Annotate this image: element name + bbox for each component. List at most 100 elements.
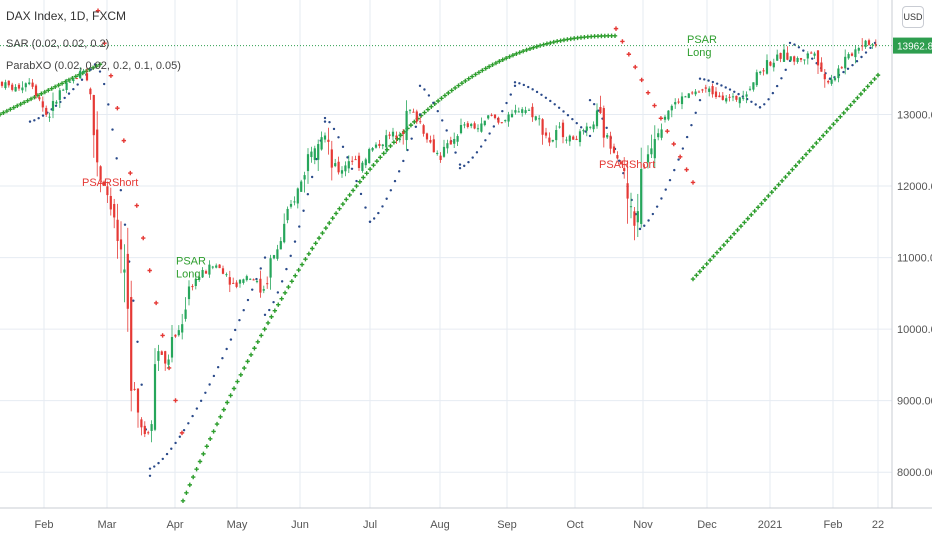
candle-body bbox=[674, 102, 677, 105]
sar-dot bbox=[436, 109, 439, 113]
parabxo-cross bbox=[84, 69, 89, 74]
x-tick-label: Apr bbox=[166, 519, 183, 531]
parabxo-cross bbox=[56, 82, 61, 88]
sar-dot bbox=[643, 224, 646, 227]
parabxo-cross bbox=[500, 57, 505, 62]
parabxo-cross bbox=[412, 119, 417, 125]
candle-body bbox=[408, 109, 412, 111]
sar-dot bbox=[737, 92, 740, 96]
candle-body bbox=[687, 93, 690, 98]
parabxo-cross bbox=[797, 159, 802, 165]
candle-body bbox=[147, 432, 150, 434]
parabxo-cross bbox=[514, 51, 519, 57]
candle-body bbox=[232, 282, 235, 284]
candle-body bbox=[150, 424, 153, 431]
parabxo-cross bbox=[639, 77, 644, 83]
candle-body bbox=[293, 201, 296, 203]
parabxo-cross bbox=[517, 50, 522, 55]
candle-body bbox=[871, 44, 874, 46]
candle-body bbox=[548, 137, 551, 143]
candle-body bbox=[524, 110, 527, 113]
sar-dot bbox=[441, 119, 444, 122]
parabxo-cross bbox=[310, 246, 315, 251]
candle-body bbox=[340, 170, 344, 174]
parabxo-cross bbox=[128, 170, 133, 176]
currency-button[interactable]: USD bbox=[902, 6, 924, 28]
sar-dot bbox=[698, 98, 702, 102]
parabxo-cross bbox=[221, 407, 227, 412]
parabxo-cross bbox=[452, 85, 458, 91]
candle-body bbox=[456, 136, 459, 142]
candle-body bbox=[181, 324, 184, 333]
legend-sar[interactable]: SAR (0.02, 0.02, 0.2) bbox=[6, 38, 109, 50]
parabxo-cross bbox=[242, 365, 247, 371]
parabxo-cross bbox=[361, 175, 366, 180]
candle-body bbox=[28, 82, 31, 85]
parabxo-cross bbox=[831, 122, 836, 127]
candle-body bbox=[191, 286, 194, 288]
parabxo-cross bbox=[218, 414, 223, 420]
candle-body bbox=[799, 58, 803, 60]
candle-body bbox=[589, 126, 592, 128]
sar-dot bbox=[372, 217, 376, 220]
parabxo-cross bbox=[134, 203, 139, 208]
parabxo-cross bbox=[166, 365, 172, 371]
parabxo-cross bbox=[520, 48, 526, 54]
candle-body bbox=[218, 264, 221, 269]
candle-body bbox=[565, 139, 568, 141]
parabxo-cross bbox=[658, 116, 664, 121]
parabxo-cross bbox=[52, 84, 58, 90]
time-axis[interactable]: Feb Mar Apr May Jun Jul Aug Sep Oct Nov Dec 2021 Feb… bbox=[0, 507, 932, 550]
sar-dot bbox=[685, 135, 689, 139]
sar-dot bbox=[165, 452, 169, 456]
sar-dot bbox=[161, 457, 164, 461]
price-axis[interactable]: 8000.00 9000.00 10000.00 11000.00 12000.00 13… bbox=[891, 0, 932, 508]
sar-dot bbox=[41, 114, 45, 117]
sar-dot bbox=[393, 179, 397, 183]
parabxo-cross bbox=[714, 250, 720, 255]
candle-body bbox=[616, 155, 619, 159]
candle-body bbox=[864, 40, 867, 48]
sar-dot bbox=[535, 90, 539, 94]
sar-dot bbox=[119, 189, 123, 192]
parabxo-cross bbox=[255, 339, 261, 345]
sar-dot bbox=[605, 126, 608, 130]
legend-parabxo[interactable]: ParabXO (0.02, 0.02, 0.2, 0.1, 0.05) bbox=[6, 60, 181, 72]
candle-body bbox=[731, 96, 735, 98]
annotation-label: PSARShort bbox=[599, 159, 655, 171]
parabxo-cross bbox=[8, 107, 13, 112]
parabxo-cross bbox=[728, 235, 733, 240]
candle-body bbox=[582, 130, 585, 132]
sar-dot bbox=[522, 83, 526, 87]
sar-dot bbox=[562, 110, 565, 113]
candle-body bbox=[449, 140, 452, 145]
candle-body bbox=[79, 70, 82, 79]
candle-body bbox=[606, 135, 609, 138]
candle-body bbox=[177, 330, 180, 336]
candle-body bbox=[517, 111, 520, 113]
sar-dot bbox=[285, 267, 288, 271]
candle-body bbox=[823, 73, 826, 80]
sar-dot bbox=[471, 156, 474, 159]
candle-body bbox=[592, 124, 595, 130]
candle-body bbox=[657, 133, 660, 138]
candle-body bbox=[385, 135, 388, 148]
sar-dot bbox=[505, 101, 508, 105]
y-tick-label: 11000.00 bbox=[897, 253, 932, 265]
sar-dot bbox=[509, 93, 512, 96]
candle-body bbox=[765, 60, 769, 74]
candle-body bbox=[833, 78, 837, 81]
sar-dot bbox=[37, 117, 40, 120]
x-tick-label: May bbox=[227, 519, 248, 531]
sar-dot bbox=[694, 111, 697, 115]
candle-body bbox=[640, 168, 643, 224]
x-tick-label: Feb bbox=[824, 519, 843, 531]
candle-body bbox=[266, 283, 269, 285]
parabxo-cross bbox=[707, 257, 713, 263]
candle-body bbox=[453, 138, 456, 144]
candles bbox=[0, 38, 877, 443]
candle-body bbox=[861, 45, 864, 47]
candle-body bbox=[211, 266, 214, 268]
sar-dot bbox=[174, 441, 177, 445]
